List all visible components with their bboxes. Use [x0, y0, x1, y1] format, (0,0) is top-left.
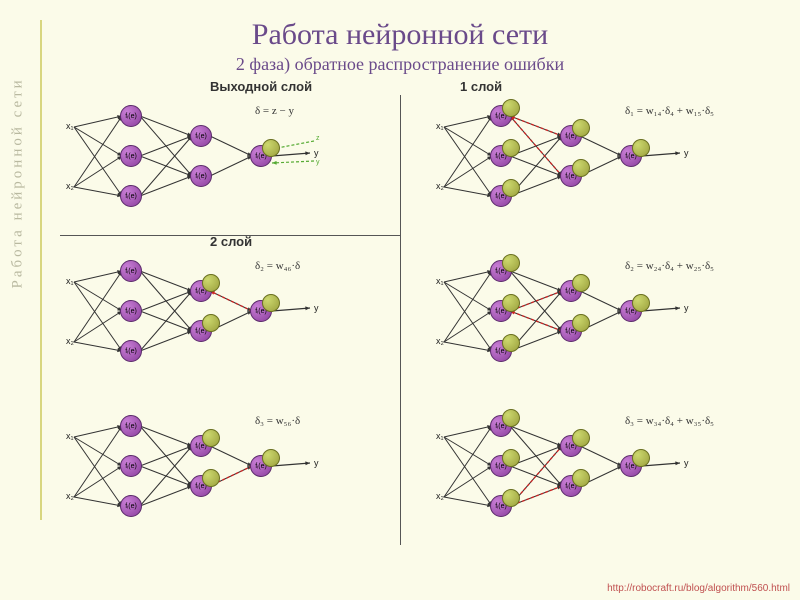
- deriv-l1: [502, 139, 520, 157]
- input-label: x₁: [66, 121, 74, 131]
- nn-panel: δ₃ = w₃₄·δ₄ + w₃₅·δ₅x₁x₂fᵢ(e)fᵢ(e)fᵢ(e)f…: [430, 405, 710, 530]
- formula: δ₃ = w₃₄·δ₄ + w₃₅·δ₅: [625, 415, 714, 427]
- deriv-l1: [502, 489, 520, 507]
- neuron-l1: fᵢ(e): [120, 455, 142, 477]
- output-label: y: [684, 458, 689, 468]
- deriv-out: [262, 294, 280, 312]
- edge-layer: [60, 95, 340, 220]
- slide-title-block: Работа нейронной сети 2 фаза) обратное р…: [0, 0, 800, 75]
- formula: δ = z − y: [255, 105, 294, 117]
- input-label: x₂: [436, 336, 444, 346]
- z-label: z: [316, 135, 320, 142]
- deriv-l2: [572, 429, 590, 447]
- deriv-out: [262, 139, 280, 157]
- input-label: x₂: [66, 336, 74, 346]
- source-url: http://robocraft.ru/blog/algorithm/560.h…: [607, 583, 790, 594]
- nn-panel: δ₃ = w₅₆·δx₁x₂fᵢ(e)fᵢ(e)fᵢ(e)fᵢ(e)fᵢ(e)f…: [60, 405, 340, 530]
- input-label: x₁: [66, 276, 74, 286]
- formula: δ₃ = w₅₆·δ: [255, 415, 300, 427]
- output-label: y: [684, 303, 689, 313]
- neuron-l2: fᵢ(e): [190, 165, 212, 187]
- nn-panel: δ₂ = w₂₄·δ₄ + w₂₅·δ₅x₁x₂fᵢ(e)fᵢ(e)fᵢ(e)f…: [430, 250, 710, 375]
- deriv-l2: [572, 159, 590, 177]
- diagram-grid: Выходной слойδ = z − yx₁x₂fᵢ(e)fᵢ(e)fᵢ(e…: [60, 95, 780, 555]
- deriv-l1: [502, 449, 520, 467]
- slide-subtitle: 2 фаза) обратное распространение ошибки: [0, 54, 800, 75]
- formula: δ₂ = w₂₄·δ₄ + w₂₅·δ₅: [625, 260, 714, 272]
- input-label: x₂: [66, 491, 74, 501]
- output-label: y: [314, 458, 319, 468]
- input-label: x₁: [436, 121, 444, 131]
- deriv-out: [632, 449, 650, 467]
- slide-title: Работа нейронной сети: [0, 18, 800, 52]
- neuron-l1: fᵢ(e): [120, 185, 142, 207]
- input-label: x₁: [436, 431, 444, 441]
- neuron-l1: fᵢ(e): [120, 260, 142, 282]
- deriv-l2: [202, 429, 220, 447]
- output-label: y: [314, 303, 319, 313]
- neuron-l1: fᵢ(e): [120, 340, 142, 362]
- deriv-l1: [502, 294, 520, 312]
- deriv-l1: [502, 334, 520, 352]
- nn-panel: Выходной слойδ = z − yx₁x₂fᵢ(e)fᵢ(e)fᵢ(e…: [60, 95, 340, 220]
- sidebar-label: Работа нейронной сети: [10, 77, 27, 288]
- input-label: x₁: [66, 431, 74, 441]
- nn-panel: 2 слойδ₂ = w₄₆·δx₁x₂fᵢ(e)fᵢ(e)fᵢ(e)fᵢ(e)…: [60, 250, 340, 375]
- neuron-l1: fᵢ(e): [120, 415, 142, 437]
- output-label: y: [314, 148, 319, 158]
- deriv-l1: [502, 99, 520, 117]
- deriv-l1: [502, 409, 520, 427]
- panel-label: 2 слой: [210, 234, 252, 249]
- sidebar-accent-line: [40, 20, 42, 520]
- panel-label: Выходной слой: [210, 79, 312, 94]
- deriv-out: [632, 294, 650, 312]
- panel-label: 1 слой: [460, 79, 502, 94]
- neuron-l1: fᵢ(e): [120, 495, 142, 517]
- nn-panel: 1 слойδ₁ = w₁₄·δ₄ + w₁₅·δ₅x₁x₂fᵢ(e)fᵢ(e)…: [430, 95, 710, 220]
- input-label: x₂: [436, 181, 444, 191]
- deriv-l2: [572, 119, 590, 137]
- neuron-l1: fᵢ(e): [120, 145, 142, 167]
- neuron-l1: fᵢ(e): [120, 105, 142, 127]
- formula: δ₂ = w₄₆·δ: [255, 260, 300, 272]
- deriv-l1: [502, 179, 520, 197]
- deriv-l2: [202, 469, 220, 487]
- neuron-l2: fᵢ(e): [190, 125, 212, 147]
- deriv-out: [632, 139, 650, 157]
- deriv-l2: [572, 274, 590, 292]
- neuron-l1: fᵢ(e): [120, 300, 142, 322]
- input-label: x₁: [436, 276, 444, 286]
- input-label: x₂: [436, 491, 444, 501]
- deriv-l2: [572, 469, 590, 487]
- deriv-l2: [572, 314, 590, 332]
- deriv-l2: [202, 274, 220, 292]
- y-label: y: [316, 159, 320, 166]
- deriv-out: [262, 449, 280, 467]
- divider-vertical: [400, 95, 401, 545]
- formula: δ₁ = w₁₄·δ₄ + w₁₅·δ₅: [625, 105, 714, 117]
- input-label: x₂: [66, 181, 74, 191]
- output-label: y: [684, 148, 689, 158]
- deriv-l1: [502, 254, 520, 272]
- deriv-l2: [202, 314, 220, 332]
